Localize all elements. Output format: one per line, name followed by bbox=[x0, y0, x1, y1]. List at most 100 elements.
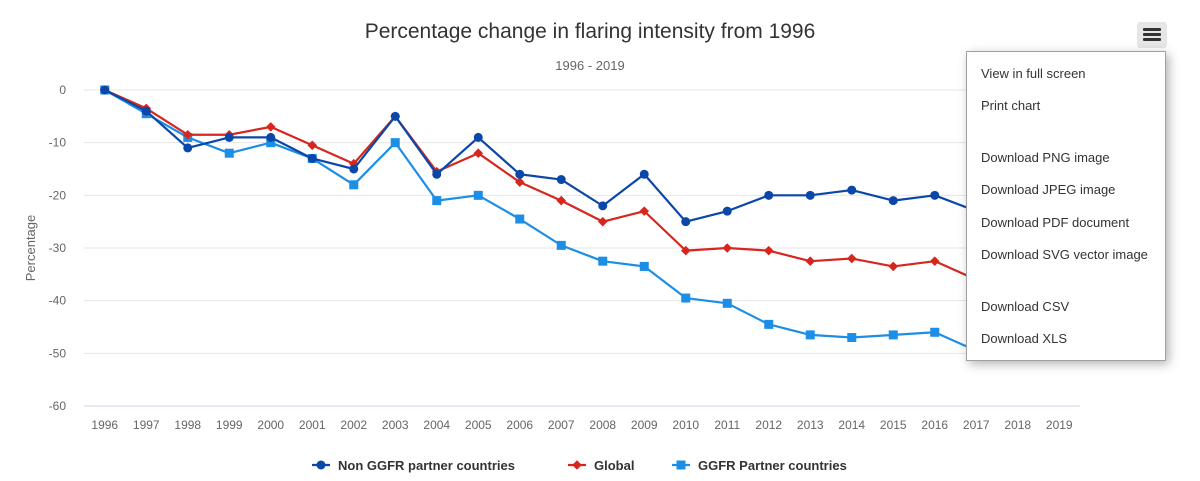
data-point bbox=[349, 164, 359, 174]
x-tick-label: 2013 bbox=[797, 418, 824, 432]
data-point bbox=[515, 214, 525, 224]
y-tick-label: -60 bbox=[49, 399, 67, 413]
data-point bbox=[722, 243, 733, 253]
legend-marker bbox=[316, 460, 326, 470]
data-point bbox=[681, 217, 691, 227]
menu-item-download-jpeg[interactable]: Download JPEG image bbox=[981, 182, 1116, 197]
x-tick-label: 2011 bbox=[714, 418, 740, 432]
x-tick-label: 2008 bbox=[589, 418, 616, 432]
legend-label: GGFR Partner countries bbox=[698, 458, 847, 473]
series-line bbox=[104, 89, 977, 352]
series-non-ggfr-partner-countries bbox=[100, 85, 981, 227]
x-tick-label: 2000 bbox=[257, 418, 284, 432]
data-point bbox=[639, 261, 649, 271]
series-line bbox=[104, 88, 977, 281]
menu-item-download-pdf[interactable]: Download PDF document bbox=[981, 215, 1130, 230]
x-tick-label: 2010 bbox=[672, 418, 699, 432]
x-tick-label: 1997 bbox=[133, 418, 160, 432]
data-point bbox=[224, 132, 234, 142]
data-point bbox=[598, 256, 608, 266]
legend: Non GGFR partner countries Global GGFR Par… bbox=[312, 458, 847, 473]
data-point bbox=[349, 180, 359, 190]
chart-menu-button[interactable] bbox=[1137, 22, 1167, 48]
grid-lines bbox=[84, 89, 1080, 354]
x-tick-label: 2012 bbox=[755, 418, 782, 432]
x-tick-label: 2003 bbox=[382, 418, 409, 432]
x-tick-label: 1998 bbox=[174, 418, 201, 432]
data-point bbox=[556, 240, 566, 250]
menu-item-download-csv[interactable]: Download CSV bbox=[981, 299, 1070, 314]
data-point bbox=[930, 190, 940, 200]
y-tick-label: -40 bbox=[49, 294, 67, 308]
y-axis-label: Percentage bbox=[23, 215, 38, 282]
series-line bbox=[104, 89, 977, 223]
x-tick-label: 2004 bbox=[423, 418, 450, 432]
data-point bbox=[141, 106, 151, 116]
x-tick-label: 2015 bbox=[880, 418, 907, 432]
data-point bbox=[763, 245, 774, 256]
hamburger-menu-icon bbox=[1143, 28, 1161, 31]
data-point bbox=[888, 261, 899, 272]
x-tick-label: 2019 bbox=[1046, 418, 1073, 432]
data-point bbox=[805, 330, 815, 340]
data-point bbox=[515, 169, 525, 179]
series-ggfr-partner-countries bbox=[100, 85, 981, 356]
data-point bbox=[266, 138, 276, 148]
data-point bbox=[307, 153, 317, 163]
x-tick-label: 2006 bbox=[506, 418, 533, 432]
data-point bbox=[556, 175, 566, 185]
data-point bbox=[597, 216, 608, 227]
menu-item-view-full-screen[interactable]: View in full screen bbox=[981, 66, 1086, 81]
menu-item-download-xls[interactable]: Download XLS bbox=[981, 331, 1067, 346]
y-tick-label: -10 bbox=[49, 136, 67, 150]
legend-marker bbox=[572, 460, 582, 470]
data-point bbox=[390, 138, 400, 148]
hamburger-menu-icon bbox=[1143, 33, 1161, 36]
y-tick-label: 0 bbox=[59, 83, 66, 97]
y-axis-ticks: 0 -10 -20 -30 -40 -50 -60 bbox=[49, 83, 67, 413]
legend-label: Non GGFR partner countries bbox=[338, 458, 515, 473]
chart-subtitle: 1996 - 2019 bbox=[555, 58, 624, 73]
legend-item[interactable]: Non GGFR partner countries bbox=[312, 458, 515, 473]
data-point bbox=[266, 132, 276, 142]
x-tick-label: 2014 bbox=[838, 418, 865, 432]
data-point bbox=[764, 190, 774, 200]
menu-item-download-png[interactable]: Download PNG image bbox=[981, 150, 1110, 165]
menu-item-download-svg[interactable]: Download SVG vector image bbox=[981, 247, 1148, 262]
legend-item[interactable]: Global bbox=[568, 458, 634, 473]
data-point bbox=[473, 148, 484, 158]
x-tick-label: 2007 bbox=[548, 418, 575, 432]
data-point bbox=[846, 253, 857, 264]
data-point bbox=[764, 319, 774, 329]
legend-item[interactable]: GGFR Partner countries bbox=[672, 458, 847, 473]
data-point bbox=[598, 201, 608, 211]
menu-item-print-chart[interactable]: Print chart bbox=[981, 98, 1041, 113]
series bbox=[99, 85, 982, 356]
x-tick-label: 2001 bbox=[299, 418, 326, 432]
data-point bbox=[847, 185, 857, 195]
x-tick-label: 1996 bbox=[91, 418, 118, 432]
x-tick-label: 2016 bbox=[921, 418, 948, 432]
x-axis-ticks: 1996 1997 1998 1999 2000 2001 2002 2003 2004 2005… bbox=[91, 418, 1073, 432]
data-point bbox=[432, 169, 442, 179]
data-point bbox=[100, 85, 110, 95]
data-point bbox=[888, 196, 898, 206]
x-tick-label: 2002 bbox=[340, 418, 367, 432]
series-global bbox=[99, 85, 982, 285]
data-point bbox=[930, 327, 940, 337]
data-point bbox=[473, 190, 483, 200]
data-point bbox=[473, 132, 483, 142]
data-point bbox=[514, 177, 525, 187]
data-point bbox=[722, 298, 732, 308]
x-tick-label: 2009 bbox=[631, 418, 658, 432]
x-tick-label: 2018 bbox=[1004, 418, 1031, 432]
x-tick-label: 2017 bbox=[963, 418, 990, 432]
export-menu: View in full screen Print chart Download… bbox=[966, 51, 1166, 361]
data-point bbox=[183, 143, 193, 153]
data-point bbox=[224, 148, 234, 158]
y-tick-label: -30 bbox=[49, 241, 67, 255]
data-point bbox=[432, 196, 442, 206]
hamburger-menu-icon bbox=[1143, 38, 1161, 41]
data-point bbox=[639, 206, 650, 216]
